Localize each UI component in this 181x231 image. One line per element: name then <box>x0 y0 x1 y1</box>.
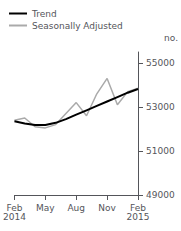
svg-text:2015: 2015 <box>127 212 150 222</box>
svg-text:Seasonally Adjusted: Seasonally Adjusted <box>32 21 123 31</box>
svg-text:53000: 53000 <box>146 102 175 112</box>
svg-text:May: May <box>36 203 55 213</box>
svg-text:51000: 51000 <box>146 146 175 156</box>
svg-text:Trend: Trend <box>31 9 57 19</box>
svg-text:49000: 49000 <box>146 190 175 200</box>
svg-text:55000: 55000 <box>146 58 175 68</box>
svg-text:Aug: Aug <box>67 203 85 213</box>
svg-text:Feb: Feb <box>130 202 146 213</box>
svg-text:Nov: Nov <box>98 203 116 213</box>
svg-text:2014: 2014 <box>3 212 26 222</box>
svg-text:Feb: Feb <box>6 202 23 213</box>
svg-text:no.: no. <box>164 33 178 43</box>
